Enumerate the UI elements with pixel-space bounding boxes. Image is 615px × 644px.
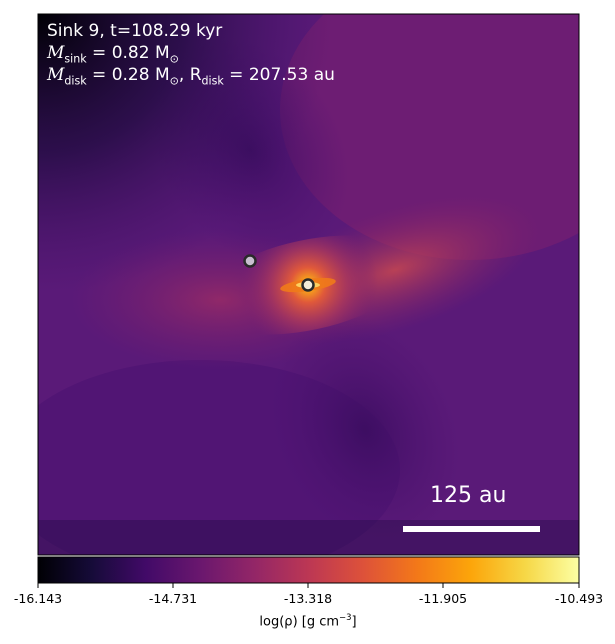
sink-mass-subscript: sink bbox=[64, 52, 87, 66]
secondary-sink-marker bbox=[243, 254, 257, 268]
map-frame bbox=[37, 13, 580, 556]
colorbar-tick-label: -11.905 bbox=[418, 591, 468, 606]
colorbar-label: log(ρ) [g cm−3] bbox=[259, 612, 356, 629]
disk-radius-subscript: disk bbox=[201, 74, 224, 88]
scale-bar-label: 125 au bbox=[430, 483, 507, 508]
disk-radius-symbol: , R bbox=[178, 65, 202, 85]
primary-sink-marker bbox=[301, 278, 315, 292]
density-map bbox=[38, 14, 579, 555]
colorbar-ticks bbox=[37, 583, 580, 588]
disk-radius-value: = 207.53 au bbox=[223, 65, 335, 85]
scale-bar bbox=[403, 526, 540, 532]
colorbar-tick-label: -14.731 bbox=[148, 591, 198, 606]
colorbar-label-prefix: log(ρ) [g cm bbox=[259, 614, 340, 630]
sink-mass-annotation: Msink = 0.82 M⊙ bbox=[47, 43, 179, 69]
colorbar-tick-label: -10.493 bbox=[554, 591, 604, 606]
colorbar bbox=[37, 556, 580, 584]
disk-mass-value: = 0.28 M bbox=[86, 65, 170, 85]
colorbar-tick-label: -16.143 bbox=[13, 591, 63, 606]
sink-mass-symbol: M bbox=[47, 43, 65, 63]
sun-symbol-icon: ⊙ bbox=[169, 74, 179, 88]
colorbar-tick-label: -13.318 bbox=[283, 591, 333, 606]
disk-mass-subscript: disk bbox=[64, 74, 87, 88]
sink-mass-value: = 0.82 M bbox=[86, 43, 170, 63]
colorbar-label-suffix: ] bbox=[351, 614, 357, 630]
colorbar-label-exponent: −3 bbox=[339, 612, 352, 622]
disk-mass-symbol: M bbox=[47, 65, 65, 85]
disk-annotation: Mdisk = 0.28 M⊙, Rdisk = 207.53 au bbox=[47, 65, 335, 91]
sun-symbol-icon: ⊙ bbox=[169, 52, 179, 66]
plot-title: Sink 9, t=108.29 kyr bbox=[47, 21, 223, 41]
